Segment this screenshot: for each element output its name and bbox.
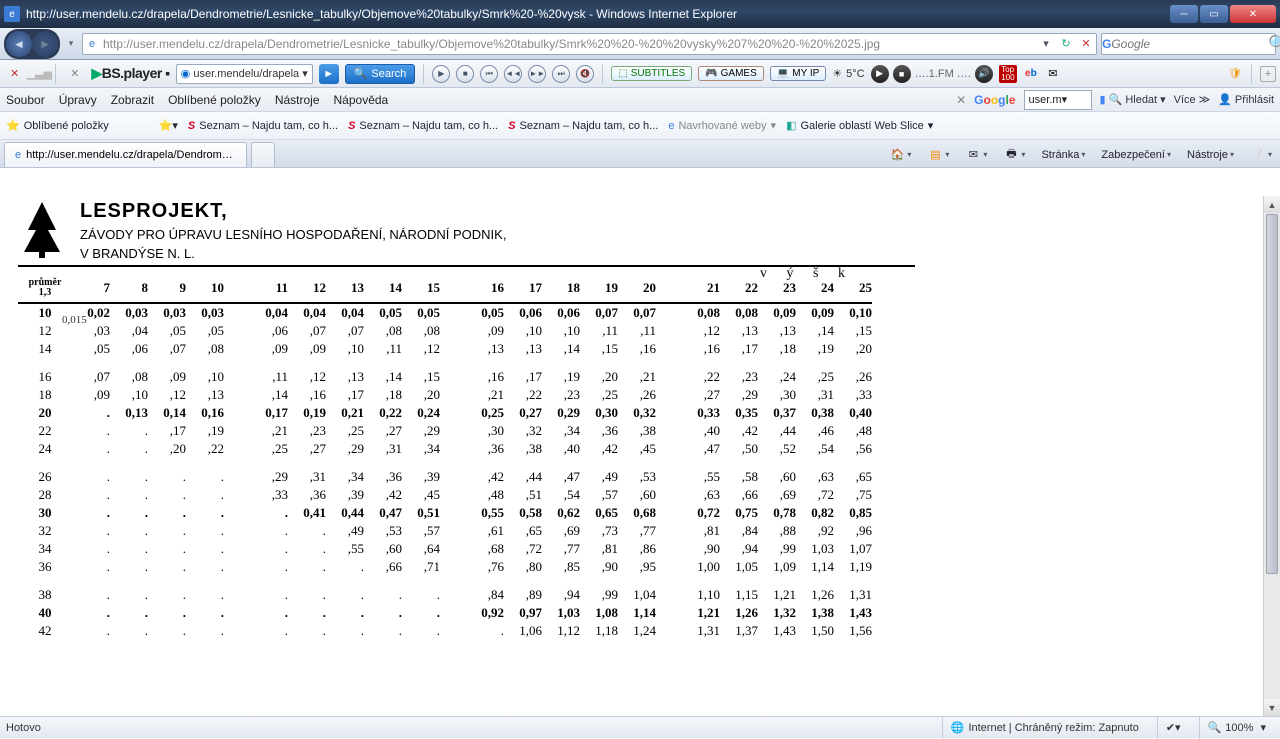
close-button[interactable]: ✕ (1230, 5, 1276, 23)
google-icon: G (1102, 37, 1111, 51)
media-fwd-button[interactable]: ►► (528, 65, 546, 83)
address-dropdown[interactable]: ▾ (1036, 37, 1056, 50)
menu-bar: Soubor Úpravy Zobrazit Oblíbené položky … (0, 88, 1280, 112)
fav-link-3[interactable]: S Seznam – Najdu tam, co h... (508, 120, 658, 132)
scroll-down-button[interactable]: ▼ (1264, 699, 1280, 716)
fav-webslice[interactable]: ◧ Galerie oblastí Web Slice ▾ (786, 119, 933, 132)
stop-button[interactable]: ✕ (1076, 37, 1096, 50)
print-button[interactable]: 🖶▾ (999, 145, 1029, 165)
status-bar: Hotovo 🌐 Internet | Chráněný režim: Zapn… (0, 716, 1280, 738)
navigation-bar: ◄ ► ▾ e ▾ ↻ ✕ G 🔍 (0, 28, 1280, 60)
menu-upravy[interactable]: Úpravy (59, 93, 97, 107)
bs-go-button[interactable]: ► (319, 64, 339, 84)
refresh-button[interactable]: ↻ (1056, 37, 1076, 50)
vertical-scrollbar[interactable]: ▲ ▼ (1263, 196, 1280, 716)
bs-close-icon[interactable]: ✕ (64, 65, 85, 82)
back-button[interactable]: ◄ (6, 31, 32, 57)
media-next-button[interactable]: ⏭ (552, 65, 570, 83)
games-button[interactable]: 🎮 GAMES (698, 66, 764, 81)
page-favicon: e (83, 38, 101, 50)
status-zone[interactable]: 🌐 Internet | Chráněný režim: Zapnuto (942, 717, 1147, 739)
nav-back-forward: ◄ ► (4, 29, 60, 59)
page-content: LESPROJEKT, ZÁVODY PRO ÚPRAVU LESNÍHO HO… (0, 196, 1280, 716)
myip-button[interactable]: 💻 MY IP (770, 66, 827, 81)
top100-button[interactable]: Top 100 (999, 65, 1017, 83)
status-protected-dropdown[interactable]: ✔▾ (1157, 717, 1189, 739)
google-tb-input[interactable]: user.m ▾ (1024, 90, 1092, 110)
page-menu[interactable]: Stránka ▾ (1037, 147, 1089, 163)
media-prev-button[interactable]: ⏮ (480, 65, 498, 83)
fav-add-button[interactable]: ⭐▾ (159, 119, 178, 132)
google-tb-logo: Google (974, 93, 1015, 107)
media-rew-button[interactable]: ◄◄ (504, 65, 522, 83)
search-input[interactable] (1111, 37, 1268, 51)
menu-soubor[interactable]: Soubor (6, 93, 45, 107)
subtitles-button[interactable]: ⬚ SUBTITLES (611, 66, 692, 81)
google-tb-login[interactable]: 👤 Přihlásit (1218, 93, 1274, 106)
address-input[interactable] (101, 34, 1036, 54)
status-zoom[interactable]: 🔍 100% ▾ (1199, 717, 1274, 739)
bs-site-pill[interactable]: ◉ user.mendelu/drapela ▾ (176, 64, 313, 84)
tab-title: http://user.mendelu.cz/drapela/Dendromet… (26, 149, 236, 161)
forward-button[interactable]: ► (32, 31, 58, 57)
lesprojekt-logo (18, 200, 66, 260)
doc-sub2: V BRANDÝSE N. L. (80, 246, 506, 261)
status-text: Hotovo (6, 722, 41, 734)
media-play-button[interactable]: ▶ (432, 65, 450, 83)
window-titlebar: e http://user.mendelu.cz/drapela/Dendrom… (0, 0, 1280, 28)
menu-nastroje[interactable]: Nástroje (275, 93, 320, 107)
bsplayer-logo[interactable]: ▶BS.player ▪ (91, 65, 169, 82)
minimize-button[interactable]: ─ (1170, 5, 1198, 23)
new-tab-button[interactable] (251, 142, 275, 167)
maximize-button[interactable]: ▭ (1200, 5, 1228, 23)
ebay-icon[interactable]: eb (1023, 66, 1039, 82)
media-mute-button[interactable]: 🔇 (576, 65, 594, 83)
radio-widget[interactable]: ▶■….1.FM ….🔊 (871, 65, 993, 83)
home-button[interactable]: 🏠▾ (885, 145, 915, 165)
window-title: http://user.mendelu.cz/drapela/Dendromet… (26, 7, 1170, 21)
signal-icon: ▁▃▅ (31, 66, 47, 82)
ie-icon: e (4, 6, 20, 22)
volume-table: průměr 1,3789101112131415161718192021222… (18, 277, 872, 640)
menu-zobrazit[interactable]: Zobrazit (111, 93, 154, 107)
weather-widget[interactable]: ☀ 5°C (832, 67, 864, 80)
doc-sub1: ZÁVODY PRO ÚPRAVU LESNÍHO HOSPODAŘENÍ, N… (80, 227, 506, 242)
doc-brand: LESPROJEKT, (80, 200, 506, 223)
annotation: 0,015 (62, 314, 87, 326)
tab-bar: e http://user.mendelu.cz/drapela/Dendrom… (0, 140, 1280, 168)
favorites-bar: ⭐ Oblíbené položky ⭐▾ S Seznam – Najdu t… (0, 112, 1280, 140)
safety-menu[interactable]: Zabezpečení ▾ (1097, 147, 1175, 163)
google-tb-more[interactable]: Více ≫ (1174, 93, 1211, 106)
google-tb-search[interactable]: ▮🔍 Hledat ▾ (1100, 93, 1166, 106)
search-dropdown[interactable]: 🔍 (1268, 34, 1280, 54)
close-toolbar-button[interactable]: ✕ (4, 65, 25, 82)
tab-active[interactable]: e http://user.mendelu.cz/drapela/Dendrom… (4, 142, 247, 167)
tools-menu[interactable]: Nástroje ▾ (1183, 147, 1238, 163)
address-bar[interactable]: e ▾ ↻ ✕ (82, 33, 1097, 55)
email-icon[interactable]: ✉ (1045, 66, 1061, 82)
fav-link-2[interactable]: S Seznam – Najdu tam, co h... (348, 120, 498, 132)
shield-icon[interactable]: 🛡 (1227, 66, 1243, 82)
google-tb-close[interactable]: ✕ (956, 93, 966, 107)
tab-favicon: e (15, 149, 21, 161)
feeds-button[interactable]: ▤▾ (923, 145, 953, 165)
fav-link-1[interactable]: S Seznam – Najdu tam, co h... (188, 120, 338, 132)
search-box[interactable]: G 🔍 (1101, 33, 1276, 55)
scroll-thumb[interactable] (1266, 214, 1278, 574)
favorites-button[interactable]: ⭐ Oblíbené položky (6, 119, 109, 132)
media-stop-button[interactable]: ■ (456, 65, 474, 83)
scroll-up-button[interactable]: ▲ (1264, 196, 1280, 213)
menu-napoveda[interactable]: Nápověda (334, 93, 389, 107)
mail-button[interactable]: ✉▾ (961, 145, 991, 165)
menu-oblibene[interactable]: Oblíbené položky (168, 93, 261, 107)
bsplayer-toolbar: ✕ ▁▃▅ ✕ ▶BS.player ▪ ◉ user.mendelu/drap… (0, 60, 1280, 88)
fav-suggested[interactable]: e Navrhované weby ▾ (668, 119, 776, 132)
bs-search-button[interactable]: 🔍 Search (345, 64, 416, 84)
header-vysk: v ý š k (760, 266, 853, 282)
recent-pages-dropdown[interactable]: ▾ (64, 34, 78, 54)
help-button[interactable]: ❔▾ (1246, 145, 1276, 165)
add-toolbar-button[interactable]: + (1260, 66, 1276, 82)
